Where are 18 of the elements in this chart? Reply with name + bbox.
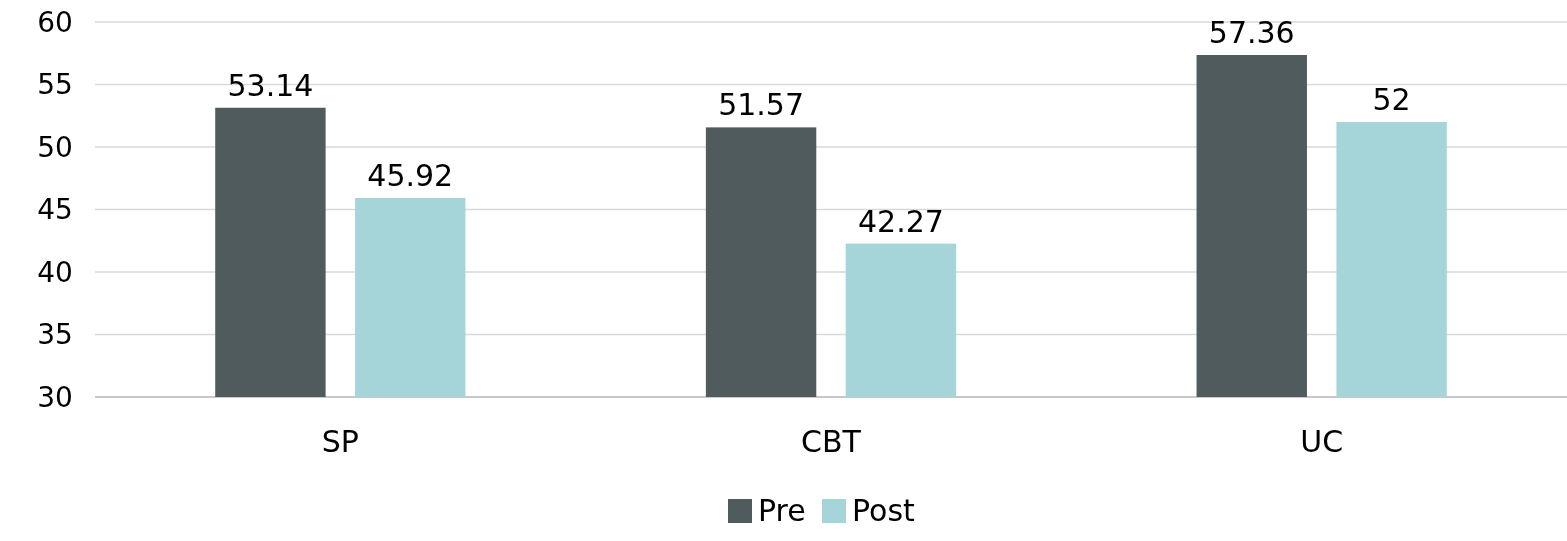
x-tick-label: SP [321, 424, 359, 459]
x-tick-label: CBT [801, 424, 862, 459]
data-label: 52 [1372, 82, 1411, 117]
data-label: 53.14 [227, 67, 314, 103]
y-tick-label: 45 [37, 193, 73, 227]
data-label: 45.92 [367, 158, 454, 193]
data-label: 57.36 [1208, 15, 1295, 50]
y-tick-label: 30 [37, 380, 73, 414]
y-tick-label: 55 [37, 68, 73, 102]
legend-label: Pre [758, 493, 806, 528]
y-tick-label: 35 [37, 318, 73, 352]
data-label: 42.27 [857, 203, 944, 239]
data-label: 51.57 [718, 87, 805, 123]
legend-label: Post [852, 493, 916, 528]
y-tick-label: 60 [37, 5, 73, 39]
x-tick-label: UC [1300, 424, 1344, 459]
y-tick-label: 50 [37, 130, 73, 164]
y-tick-label: 40 [37, 255, 73, 289]
